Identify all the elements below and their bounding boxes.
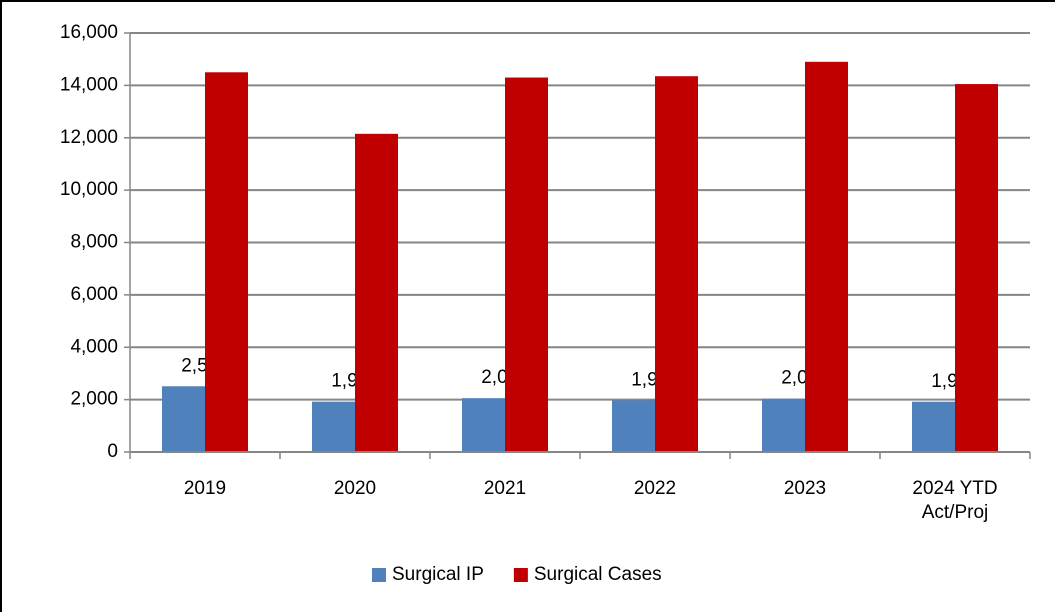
y-tick-label: 16,000 — [60, 22, 118, 43]
bar — [205, 72, 248, 452]
x-tick-label: 2024 YTD Act/Proj — [912, 478, 998, 523]
x-tick-label: 2022 — [633, 478, 677, 499]
x-tick-label: 2023 — [783, 478, 827, 499]
bar — [505, 77, 548, 453]
legend-label: Surgical Cases — [534, 564, 662, 585]
y-tick-label: 0 — [107, 441, 118, 462]
y-tick-label: 10,000 — [60, 179, 118, 200]
y-tick-label: 14,000 — [60, 74, 118, 95]
y-tick-label: 2,000 — [70, 389, 118, 410]
bar — [612, 400, 655, 452]
bar — [912, 401, 955, 452]
bar — [655, 76, 698, 452]
legend-swatch — [513, 568, 528, 582]
x-tick-label: 2021 — [483, 478, 527, 499]
bar — [805, 61, 848, 453]
legend-label: Surgical IP — [392, 564, 484, 585]
bar — [955, 84, 998, 453]
bar — [762, 398, 805, 452]
bar — [355, 133, 398, 452]
bar — [312, 401, 355, 452]
bar — [162, 386, 205, 452]
x-tick-label: 2020 — [333, 478, 377, 499]
y-tick-label: 6,000 — [70, 284, 118, 305]
y-tick-label: 12,000 — [60, 127, 118, 148]
legend-swatch — [372, 568, 386, 582]
y-tick-label: 4,000 — [70, 336, 118, 357]
x-tick-label: 2019 — [183, 478, 227, 499]
bar — [462, 398, 505, 452]
y-tick-label: 8,000 — [70, 232, 118, 253]
